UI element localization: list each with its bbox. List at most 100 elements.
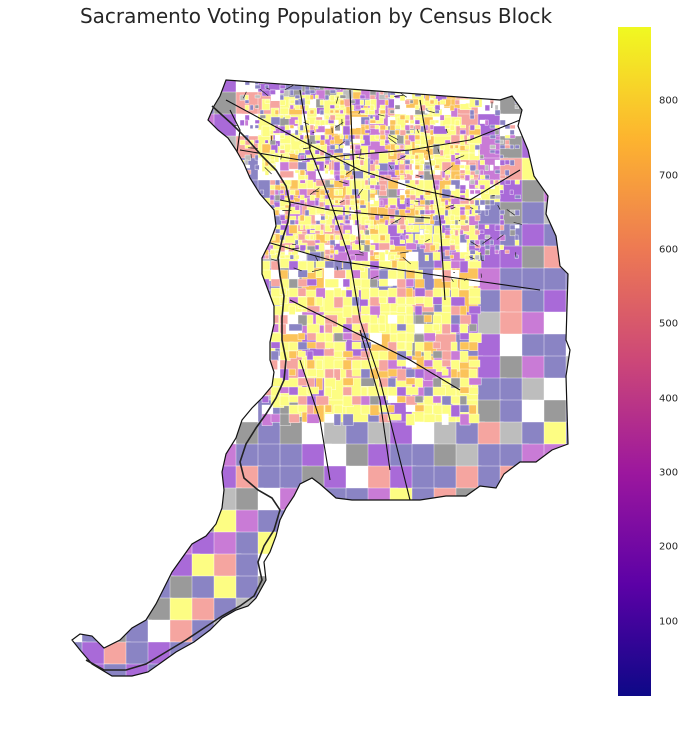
census-block bbox=[269, 159, 276, 164]
census-block bbox=[394, 254, 401, 259]
census-block bbox=[213, 267, 237, 291]
census-block bbox=[419, 244, 426, 250]
census-blocks bbox=[72, 80, 570, 712]
census-block bbox=[384, 204, 389, 209]
census-block bbox=[334, 80, 340, 86]
census-block bbox=[394, 80, 400, 84]
census-block bbox=[239, 169, 246, 175]
census-block bbox=[72, 157, 89, 184]
census-block bbox=[329, 104, 335, 109]
census-block bbox=[294, 189, 300, 196]
census-block bbox=[360, 395, 371, 407]
census-block bbox=[469, 114, 475, 120]
census-block bbox=[288, 413, 300, 423]
census-block bbox=[81, 377, 111, 403]
census-block bbox=[474, 229, 480, 236]
street-line bbox=[451, 278, 454, 283]
census-block bbox=[514, 179, 520, 185]
census-block bbox=[459, 139, 465, 146]
census-block bbox=[429, 99, 435, 105]
census-block bbox=[269, 149, 276, 155]
census-block bbox=[484, 199, 491, 205]
census-block bbox=[72, 245, 85, 270]
census-block bbox=[342, 278, 350, 288]
census-block bbox=[125, 443, 150, 467]
census-block bbox=[344, 80, 349, 85]
census-block bbox=[455, 663, 483, 676]
map-title: Sacramento Voting Population by Census B… bbox=[79, 4, 553, 28]
census-block bbox=[489, 134, 496, 139]
census-block bbox=[450, 89, 458, 97]
census-block bbox=[323, 663, 353, 676]
census-block bbox=[543, 619, 569, 647]
census-block bbox=[351, 323, 361, 333]
census-block bbox=[369, 189, 376, 194]
census-block bbox=[474, 189, 481, 195]
census-block bbox=[239, 119, 245, 126]
census-block bbox=[294, 239, 299, 245]
census-block bbox=[279, 194, 285, 201]
census-block bbox=[294, 169, 300, 174]
census-block bbox=[323, 509, 349, 534]
census-block bbox=[359, 139, 365, 144]
census-block bbox=[396, 395, 407, 403]
census-block bbox=[521, 355, 546, 382]
census-block bbox=[170, 686, 199, 712]
census-block bbox=[411, 487, 438, 518]
census-block bbox=[477, 80, 508, 96]
census-block bbox=[259, 229, 266, 236]
census-block bbox=[364, 119, 369, 125]
census-block bbox=[565, 421, 570, 450]
census-block bbox=[288, 269, 300, 280]
census-block bbox=[324, 204, 330, 211]
census-block bbox=[404, 119, 410, 124]
census-block bbox=[147, 245, 172, 274]
street-line bbox=[469, 256, 475, 260]
census-block bbox=[459, 229, 464, 235]
census-block bbox=[424, 84, 430, 91]
census-block bbox=[103, 509, 133, 540]
census-block bbox=[474, 199, 480, 206]
census-block bbox=[432, 341, 441, 349]
census-block bbox=[429, 154, 434, 160]
census-block bbox=[429, 129, 434, 136]
census-block bbox=[103, 223, 130, 254]
county-outline bbox=[71, 79, 571, 677]
census-block bbox=[213, 201, 237, 231]
census-block bbox=[459, 350, 469, 363]
census-block bbox=[235, 531, 260, 556]
census-block bbox=[299, 154, 305, 161]
census-block bbox=[333, 296, 344, 309]
census-block bbox=[279, 641, 304, 667]
census-block bbox=[304, 80, 311, 85]
census-block bbox=[439, 214, 445, 221]
census-block bbox=[389, 663, 417, 676]
census-block bbox=[494, 149, 500, 155]
census-block bbox=[289, 149, 295, 154]
census-block bbox=[279, 531, 309, 558]
census-block bbox=[404, 124, 411, 131]
census-block bbox=[565, 157, 570, 182]
census-block bbox=[384, 129, 390, 135]
census-block bbox=[314, 239, 321, 244]
census-block bbox=[405, 278, 415, 288]
census-block bbox=[441, 413, 449, 425]
census-block bbox=[374, 114, 380, 121]
census-block bbox=[414, 395, 424, 403]
census-block bbox=[434, 104, 441, 111]
census-block bbox=[264, 84, 269, 89]
census-block bbox=[359, 229, 364, 235]
census-block bbox=[477, 487, 503, 511]
census-block bbox=[72, 377, 89, 404]
census-block bbox=[191, 113, 216, 138]
street-line bbox=[356, 156, 365, 160]
census-block bbox=[454, 219, 459, 225]
census-block bbox=[494, 104, 499, 111]
census-block bbox=[477, 597, 503, 623]
census-block bbox=[414, 179, 420, 185]
census-block bbox=[509, 84, 514, 91]
census-block bbox=[191, 201, 216, 231]
census-block bbox=[477, 575, 508, 601]
census-block bbox=[103, 443, 133, 470]
census-block bbox=[384, 144, 391, 150]
